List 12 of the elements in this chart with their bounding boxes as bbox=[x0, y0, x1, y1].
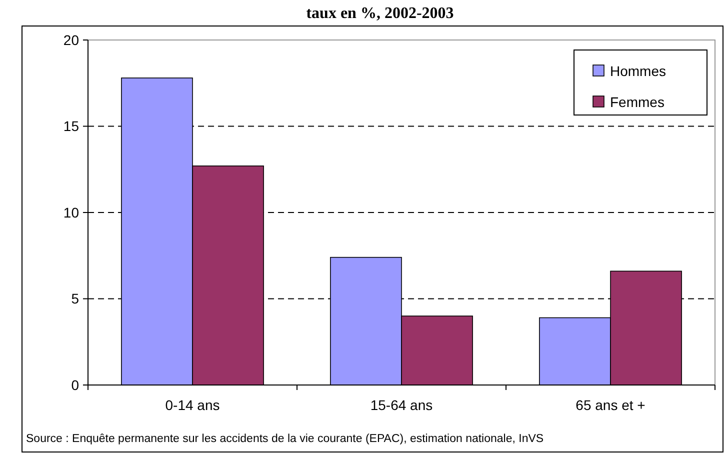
x-tick-label: 65 ans et + bbox=[576, 397, 646, 413]
chart-title: taux en %, 2002-2003 bbox=[306, 5, 454, 22]
y-tick-label: 20 bbox=[63, 32, 80, 48]
x-tick-label: 0-14 ans bbox=[165, 397, 220, 413]
legend-label: Hommes bbox=[610, 62, 666, 79]
x-tick-label: 15-64 ans bbox=[370, 397, 433, 413]
y-tick-label: 15 bbox=[63, 118, 80, 134]
y-tick-label: 5 bbox=[71, 290, 80, 307]
legend-label: Femmes bbox=[610, 94, 664, 110]
source-note: Source : Enquête permanente sur les accidents de la vie courante (EPAC), estimation nationale, InVS bbox=[26, 433, 544, 445]
y-tick-label: 0 bbox=[71, 376, 80, 393]
y-tick-label: 10 bbox=[63, 204, 80, 220]
